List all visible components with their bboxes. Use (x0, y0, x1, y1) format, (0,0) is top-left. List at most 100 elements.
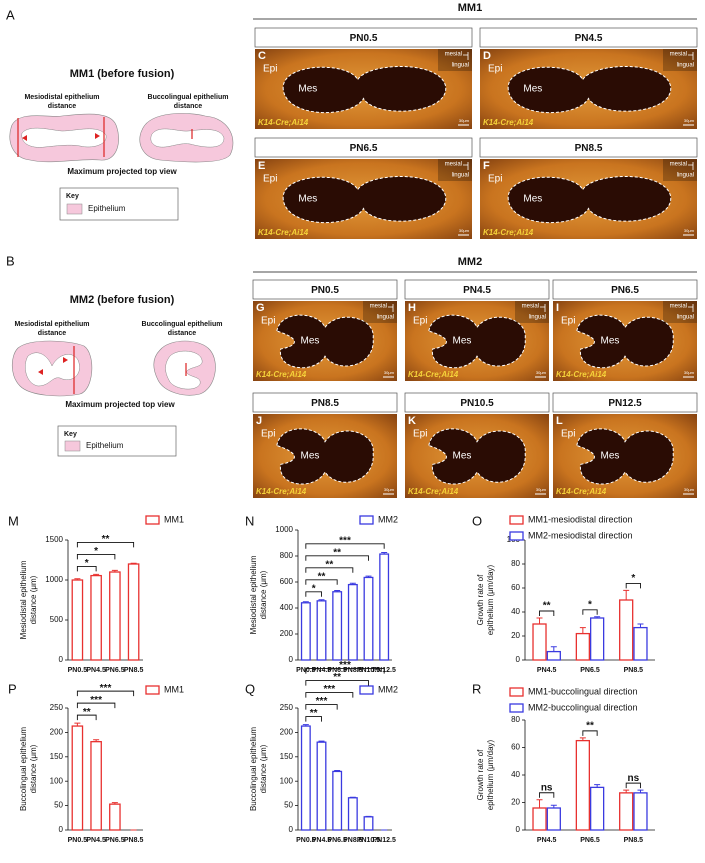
genotype-label: K14-Cre;Ai14 (408, 487, 459, 496)
significance-label: *** (316, 696, 328, 707)
x-tick-label: PN0.5 (68, 837, 88, 844)
y-tick-label: 1000 (275, 525, 293, 534)
x-tick-label: PN4.5 (312, 837, 332, 844)
legend-swatch (359, 515, 374, 525)
group-title: MM2 (458, 256, 482, 268)
orientation-lingual: lingual (677, 63, 694, 69)
panel-letter: G (256, 302, 265, 314)
x-tick-label: PN8.5 (624, 837, 644, 844)
significance-bracket (76, 714, 97, 721)
significance-label: *** (323, 684, 335, 695)
bar (90, 574, 102, 661)
significance-bracket (539, 610, 555, 616)
label: distance (174, 103, 203, 110)
orientation-mesial: mesial (522, 304, 539, 310)
bar (590, 786, 605, 831)
orientation-lingual: lingual (677, 173, 694, 179)
epi-label: Epi (488, 174, 502, 185)
significance-bracket (305, 591, 322, 597)
mesenchyme (429, 429, 525, 484)
bar (532, 623, 547, 661)
significance-bracket (305, 704, 338, 710)
panel-letter: A (6, 7, 15, 22)
legend-label: MM2 (378, 684, 398, 694)
epi-label: Epi (488, 64, 502, 75)
bar (546, 650, 561, 661)
x-tick-label: PN6.5 (105, 837, 125, 844)
y-axis-label: distance (μm) (259, 570, 268, 619)
y-axis-label: Mesiodistal epithelium (19, 560, 28, 639)
mes-label: Mes (601, 451, 620, 462)
bar (332, 591, 343, 661)
significance-bracket (625, 782, 641, 789)
tissue-outline (508, 176, 671, 222)
bar (633, 626, 648, 661)
x-tick-label: PN6.5 (327, 837, 347, 844)
scale-label: 30μm (684, 228, 695, 233)
bar (575, 739, 590, 831)
bar (347, 797, 358, 831)
y-axis-label: distance (μm) (29, 744, 38, 793)
stage-label: PN4.5 (575, 33, 603, 44)
stage-label: PN12.5 (608, 398, 642, 409)
panel-letter: I (556, 302, 559, 314)
significance-label: * (85, 558, 89, 569)
x-tick-label: PN8.5 (124, 667, 144, 674)
mes-label: Mes (301, 451, 320, 462)
panel-letter: F (483, 160, 490, 172)
legend-swatch (509, 531, 524, 541)
x-tick-label: PN0.5 (296, 837, 316, 844)
legend-label: MM1 (164, 684, 184, 694)
error-bar (318, 740, 325, 743)
orientation-arrow (540, 304, 546, 312)
significance-bracket (305, 567, 354, 573)
error-bar (111, 569, 118, 572)
error-bar (550, 804, 557, 808)
y-tick-label: 80 (511, 559, 520, 568)
orientation-lingual: lingual (452, 63, 469, 69)
bar (332, 770, 343, 831)
y-tick-label: 50 (54, 801, 63, 810)
panel-letter: E (258, 160, 265, 172)
scale-label: 30μm (459, 118, 470, 123)
x-tick-label: PN4.5 (537, 667, 557, 674)
scale-label: 30μm (459, 228, 470, 233)
key-title: Key (66, 193, 79, 200)
y-tick-label: 250 (50, 703, 64, 712)
mesenchyme-shape (165, 350, 203, 390)
error-bar (550, 646, 557, 652)
epi-label: Epi (263, 64, 277, 75)
stage-label: PN8.5 (575, 143, 603, 154)
tissue-outline (429, 315, 525, 368)
bar (109, 803, 121, 831)
y-tick-label: 20 (511, 631, 520, 640)
bar (347, 583, 358, 661)
error-bar (536, 617, 543, 624)
stage-label: PN6.5 (611, 285, 639, 296)
bar (109, 571, 121, 661)
error-bar (637, 623, 644, 628)
x-tick-label: PN6.5 (327, 667, 347, 674)
orientation-box (438, 49, 472, 71)
scale-label: 30μm (384, 370, 395, 375)
epi-label: Epi (261, 429, 275, 440)
panel-letter: R (472, 681, 481, 696)
orientation-lingual: lingual (377, 315, 394, 321)
arrow (38, 357, 68, 375)
tissue-outline (283, 176, 446, 222)
bar (619, 792, 634, 831)
orientation-arrow (463, 162, 469, 170)
y-tick-label: 400 (280, 603, 294, 612)
y-tick-label: 0 (516, 825, 521, 834)
orientation-box (663, 159, 697, 181)
y-tick-label: 500 (50, 615, 64, 624)
x-tick-label: PN4.5 (312, 667, 332, 674)
mesenchyme (277, 429, 373, 484)
panel-letter: Q (245, 681, 255, 696)
significance-bracket (76, 565, 97, 572)
legend-swatch (509, 687, 524, 697)
error-bar (130, 562, 137, 564)
genotype-label: K14-Cre;Ai14 (556, 487, 607, 496)
y-tick-label: 50 (284, 801, 293, 810)
panel-letter: M (8, 513, 19, 528)
